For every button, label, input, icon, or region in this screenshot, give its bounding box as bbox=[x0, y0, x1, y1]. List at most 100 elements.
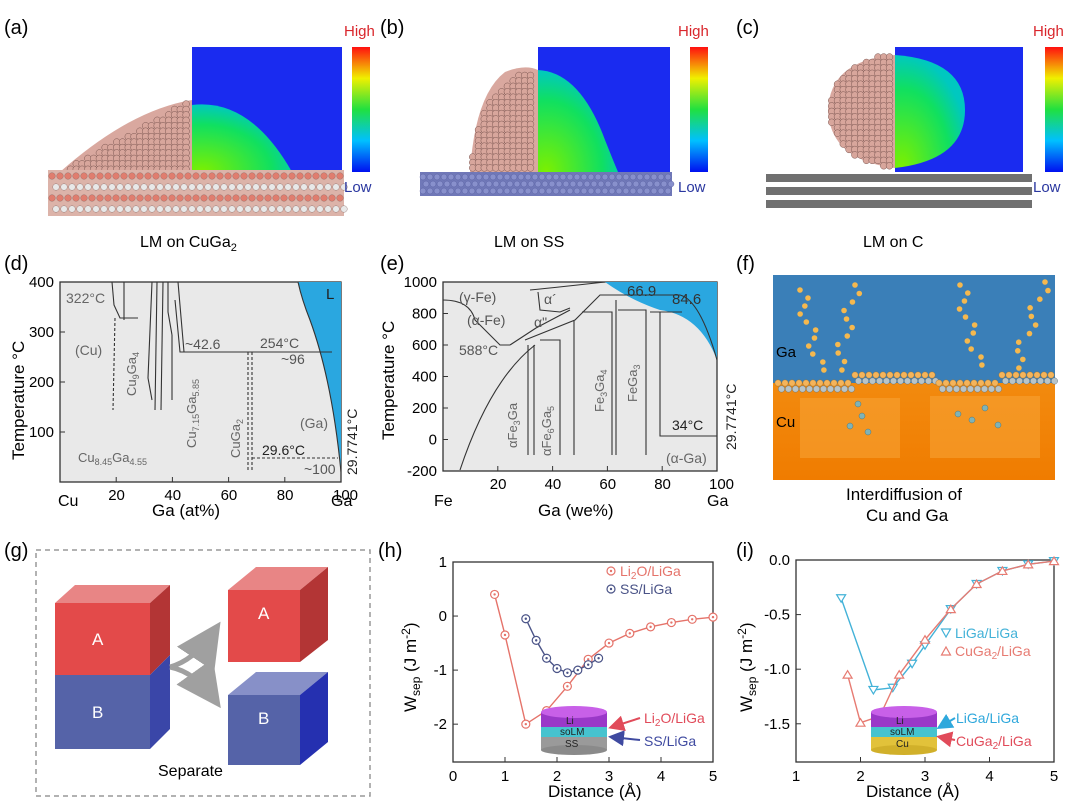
data-point bbox=[867, 685, 879, 696]
substrate-atom bbox=[180, 183, 188, 191]
substrate-atom bbox=[148, 205, 156, 213]
density-droplet-c bbox=[895, 55, 965, 168]
ga-atom bbox=[809, 351, 816, 357]
data-point-dot bbox=[691, 618, 694, 621]
substrate-atom bbox=[545, 187, 553, 195]
substrate-atom bbox=[618, 180, 626, 188]
substrate-atom bbox=[604, 180, 612, 188]
data-point-dot bbox=[566, 671, 569, 675]
substrate-atoms-b bbox=[419, 173, 675, 195]
data-point bbox=[971, 578, 983, 589]
interface-atom bbox=[806, 385, 813, 393]
substrate-atom bbox=[503, 187, 511, 195]
data-point bbox=[854, 717, 867, 727]
substrate-atom bbox=[524, 187, 532, 195]
substrate-atom bbox=[148, 183, 156, 191]
substrate-atom bbox=[622, 187, 630, 195]
substrate-atom bbox=[244, 183, 252, 191]
substrate-atom bbox=[608, 187, 616, 195]
interface-atom bbox=[921, 371, 929, 379]
substrate-atom bbox=[601, 187, 609, 195]
substrate-atom bbox=[615, 173, 623, 181]
substrate-atom bbox=[160, 172, 168, 180]
y-tick-label: -200 bbox=[407, 463, 437, 480]
legend-label: SS/LiGa bbox=[620, 581, 672, 597]
interface-atom bbox=[1030, 377, 1037, 385]
substrate-atom bbox=[419, 173, 427, 181]
substrate-atom bbox=[454, 173, 462, 181]
substrate-atom bbox=[594, 187, 602, 195]
data-point-dot bbox=[597, 657, 600, 660]
ann-d-100: ~100 bbox=[304, 461, 336, 477]
ga-atom bbox=[812, 327, 819, 333]
substrate-atom bbox=[580, 187, 588, 195]
ga-atom bbox=[1032, 322, 1039, 328]
inset-label-cuga2: CuGa2/LiGa bbox=[956, 733, 1032, 752]
substrate-atom bbox=[559, 187, 567, 195]
substrate-atom bbox=[622, 173, 630, 181]
cu-atom bbox=[981, 404, 989, 412]
substrate-atom bbox=[204, 183, 212, 191]
substrate-atom bbox=[643, 187, 651, 195]
cube-b-label-2: B bbox=[258, 709, 269, 728]
substrate-atom bbox=[292, 183, 300, 191]
interface-atom bbox=[1051, 377, 1058, 385]
substrate-atom bbox=[292, 205, 300, 213]
colorbar-high-c: High bbox=[1033, 23, 1064, 40]
substrate-atom bbox=[212, 183, 220, 191]
legend-label: Li2O/LiGa bbox=[620, 563, 681, 582]
ann-e-34: 34°C bbox=[672, 417, 703, 433]
ga-atom bbox=[961, 298, 968, 304]
panel-d-label: (d) bbox=[4, 253, 28, 275]
caption-f-line1: Interdiffusion of bbox=[846, 485, 962, 504]
substrate-atom bbox=[419, 187, 427, 195]
interface-atom bbox=[827, 385, 834, 393]
y-tick-label: 400 bbox=[29, 274, 54, 291]
x-tick-label: 1 bbox=[792, 768, 800, 785]
x-tick-label: 100 bbox=[709, 476, 734, 493]
substrate-atom bbox=[328, 172, 336, 180]
substrate-atom bbox=[216, 172, 224, 180]
substrate-atom bbox=[489, 173, 497, 181]
interface-atom bbox=[893, 371, 901, 379]
substrate-atom bbox=[429, 180, 437, 188]
substrate-atom bbox=[308, 183, 316, 191]
substrate-atom bbox=[601, 173, 609, 181]
panel-i: (i) 1 2 3 4 5 0.0 -0.5 -1.0 -1.5 LiGa/LiGa CuGa2/L… bbox=[735, 540, 1060, 801]
substrate-atom bbox=[443, 180, 451, 188]
substrate-atom bbox=[132, 183, 140, 191]
substrate-atom bbox=[116, 205, 124, 213]
substrate-atom bbox=[140, 205, 148, 213]
cube-a-label-1: A bbox=[92, 630, 104, 649]
substrate-atom bbox=[531, 187, 539, 195]
data-point bbox=[1022, 559, 1034, 569]
data-point-dot bbox=[493, 593, 496, 596]
inset-solm-h: soLM bbox=[560, 727, 584, 738]
substrate-atom bbox=[583, 180, 591, 188]
inset-arrow-li2o bbox=[608, 715, 641, 731]
x-tick-label: 40 bbox=[164, 487, 181, 504]
substrate-atom bbox=[156, 205, 164, 213]
atoms-c bbox=[828, 53, 894, 170]
ann-e-afe: (α-Fe) bbox=[467, 312, 505, 328]
substrate-atom bbox=[653, 180, 661, 188]
x-tick-label: 3 bbox=[605, 768, 613, 785]
substrate-atom bbox=[56, 172, 64, 180]
phase-L-d: L bbox=[326, 286, 334, 303]
x-axis-label-e: Ga (we%) bbox=[538, 501, 614, 520]
interface-atom bbox=[795, 379, 803, 387]
substrate-atom bbox=[440, 173, 448, 181]
substrate-atom bbox=[68, 205, 76, 213]
data-point bbox=[842, 669, 854, 679]
substrate-atoms-a bbox=[48, 172, 348, 213]
substrate-atom bbox=[576, 180, 584, 188]
ga-atom bbox=[968, 346, 974, 352]
substrate-atom bbox=[156, 183, 164, 191]
axis-d: 20 40 60 80 100 100 200 300 400 bbox=[29, 274, 358, 504]
legend-marker bbox=[940, 645, 952, 656]
caption-c: LM on C bbox=[863, 234, 923, 251]
interface-atom bbox=[904, 377, 911, 385]
y-axis-label-i: Wsep (J m-2) bbox=[735, 622, 759, 712]
inset-cylinder-h bbox=[541, 706, 607, 755]
substrate-atom bbox=[144, 194, 152, 202]
